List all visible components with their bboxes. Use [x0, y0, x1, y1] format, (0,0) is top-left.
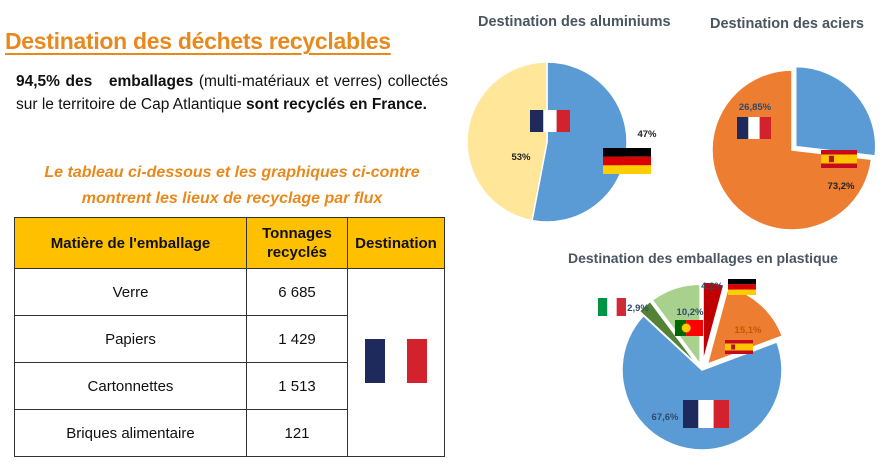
pie-slice — [466, 61, 548, 222]
table-row: Verre 6 685 — [14, 268, 445, 457]
table-row: Papiers 1 429 — [14, 315, 445, 363]
table-header-row: Matière de l'emballage Tonnages recyclés… — [14, 217, 445, 269]
intro-percentage: 94,5% des — [16, 73, 93, 90]
slice-data-label: 15,1% — [735, 325, 762, 336]
steel-chart-title: Destination des aciers — [710, 16, 864, 32]
column-header-destination: Destination — [347, 217, 445, 269]
france-flag-icon — [683, 400, 729, 428]
pie-slice — [702, 281, 725, 363]
spain-flag-icon — [821, 150, 857, 168]
aluminium-pie-chart: 53% 47% — [466, 61, 657, 223]
slice-data-label: 26,85% — [739, 102, 772, 113]
italy-flag-icon — [598, 298, 626, 316]
france-flag-icon — [737, 117, 771, 139]
recycling-table: Matière de l'emballage Tonnages recyclés… — [14, 217, 445, 457]
pie-slice — [638, 300, 699, 367]
material-cell: Verre — [14, 268, 247, 316]
tonnage-cell: 6 685 — [246, 268, 348, 316]
intro-packaging: emballages — [108, 73, 194, 90]
tonnage-cell: 1 429 — [246, 315, 348, 363]
slice-data-label: 53% — [511, 152, 531, 163]
germany-flag-icon — [603, 148, 651, 174]
column-header-material: Matière de l'emballage — [14, 217, 247, 269]
slice-data-label: 2,9% — [627, 303, 649, 314]
pie-slice — [621, 314, 783, 451]
destination-cell — [347, 268, 445, 457]
steel-pie-chart: 26,85% 73,2% — [711, 65, 877, 231]
plastic-chart-title: Destination des emballages en plastique — [568, 250, 838, 266]
spain-flag-icon — [725, 340, 753, 354]
germany-flag-icon — [728, 279, 756, 295]
material-cell: Papiers — [14, 315, 247, 363]
intro-paragraph: 94,5% des emballages (multi-matériaux et… — [16, 70, 448, 116]
slice-data-label: 47% — [637, 129, 657, 140]
france-flag-icon — [365, 338, 427, 383]
material-cell: Cartonnettes — [14, 362, 247, 410]
portugal-flag-icon — [675, 320, 703, 336]
page-title: Destination des déchets recyclables — [5, 28, 391, 54]
france-flag-icon — [530, 110, 570, 132]
slice-data-label: 10,2% — [677, 307, 704, 318]
material-cell: Briques alimentaire — [14, 409, 247, 457]
column-header-tonnage: Tonnages recyclés — [246, 217, 348, 269]
aluminium-chart-title: Destination des aluminiums — [478, 14, 671, 30]
plastic-pie-chart: 4,2% 15,1% 67,6% 2,9% 10,2% — [598, 279, 784, 451]
slice-data-label: 73,2% — [828, 181, 855, 192]
slice-data-label: 4,2% — [701, 281, 723, 292]
subtitle: Le tableau ci-dessous et les graphiques … — [44, 164, 420, 207]
slice-data-label: 67,6% — [652, 412, 679, 423]
intro-conclusion: sont recyclés en France. — [246, 96, 427, 113]
tonnage-cell: 121 — [246, 409, 348, 457]
table-row: Briques alimentaire 121 — [14, 409, 445, 457]
pie-slice — [794, 65, 877, 157]
intro-middle: (multi-matériaux et verres) collectés su… — [16, 73, 448, 113]
pie-slice — [711, 69, 873, 231]
